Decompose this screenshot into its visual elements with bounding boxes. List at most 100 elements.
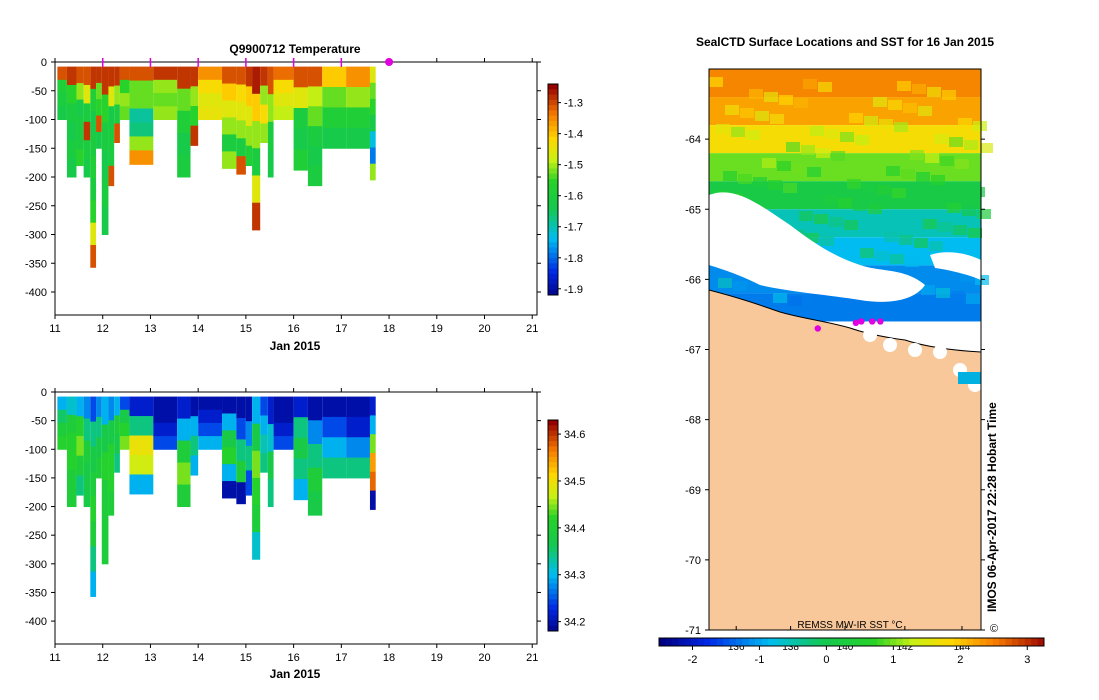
profile-cell xyxy=(307,66,323,87)
profile-cell xyxy=(369,471,376,492)
profile-cell xyxy=(83,440,91,464)
profile-cell xyxy=(57,79,67,94)
colorbar-segment xyxy=(548,131,558,138)
sst-pixel xyxy=(923,219,937,229)
profile-column xyxy=(307,396,323,516)
profile-cell xyxy=(108,491,115,516)
profile-cell xyxy=(66,66,77,86)
profile-cell xyxy=(245,106,253,127)
profile-cell xyxy=(96,82,102,100)
profile-cell xyxy=(101,480,109,509)
profile-cell xyxy=(346,437,370,459)
sst-colorbar-segment xyxy=(665,638,673,646)
colorbar-segment xyxy=(548,142,558,148)
sst-pixel xyxy=(855,135,869,145)
profile-cell xyxy=(101,535,109,565)
profile-cell xyxy=(236,102,246,121)
x-tick-label: 12 xyxy=(97,652,109,664)
profile-cell xyxy=(267,94,274,123)
sst-pixel xyxy=(829,217,843,227)
colorbar-segment xyxy=(548,236,558,243)
profile-column xyxy=(177,66,191,178)
coastal-ice xyxy=(908,343,922,357)
profile-cell xyxy=(267,149,274,178)
profile-column xyxy=(108,396,115,516)
sst-pixel xyxy=(755,111,769,121)
profile-cell xyxy=(307,444,323,469)
colorbar-segment xyxy=(548,147,558,154)
y-tick-label: -400 xyxy=(25,616,47,628)
profile-cell xyxy=(293,108,308,130)
profile-column xyxy=(245,396,253,496)
profile-cell xyxy=(177,440,191,464)
sst-colorbar-segment xyxy=(851,638,859,646)
profile-cell xyxy=(101,122,109,152)
profile-column xyxy=(346,396,370,479)
profile-cell xyxy=(114,123,120,143)
profile-column xyxy=(307,66,323,187)
sst-colorbar-segment xyxy=(671,638,679,646)
sst-colorbar: -2 -1 0 1 2 3 xyxy=(658,637,1045,666)
profile-cell xyxy=(198,106,223,120)
colorbar-segment xyxy=(548,446,558,453)
colorbar-tick-label: -1.9 xyxy=(564,284,583,296)
colorbar-segment xyxy=(548,194,558,201)
x-tick-label: 14 xyxy=(192,652,204,664)
colorbar-segment xyxy=(548,173,558,180)
profile-cell xyxy=(307,126,323,147)
profile-column xyxy=(76,66,84,166)
sst-colorbar-segment xyxy=(909,638,917,646)
sst-pixel xyxy=(962,206,976,216)
profile-cell xyxy=(267,424,274,453)
sst-pixel xyxy=(942,90,956,100)
sst-colorbar-segment xyxy=(1005,638,1013,646)
profile-cell xyxy=(177,154,191,178)
colorbar-segment xyxy=(548,615,558,621)
sst-colorbar-segment xyxy=(1037,638,1045,646)
profile-column xyxy=(198,396,223,450)
profile-cell xyxy=(252,93,261,122)
profile-column xyxy=(129,66,154,165)
sst-colorbar-segment xyxy=(755,638,763,646)
profile-cell xyxy=(153,396,178,411)
colorbar-segment xyxy=(548,221,558,227)
profile-cell xyxy=(260,85,268,106)
colorbar-segment xyxy=(548,609,558,616)
sst-pixel xyxy=(794,98,808,108)
profile-cell xyxy=(222,464,237,482)
profile-cell xyxy=(346,66,370,88)
colorbar-segment xyxy=(548,184,558,190)
x-tick-label: 16 xyxy=(287,652,299,664)
profile-cell xyxy=(252,148,261,176)
colorbar-segment xyxy=(548,530,558,537)
colorbar-segment xyxy=(548,520,558,526)
profile-cell xyxy=(236,396,246,419)
sst-pixel xyxy=(975,275,989,285)
sst-colorbar-segment xyxy=(697,638,705,646)
profile-cell xyxy=(369,490,376,510)
colorbar-segment xyxy=(548,493,558,500)
y-tick-label: 0 xyxy=(41,57,47,69)
profile-column xyxy=(66,66,77,178)
sst-colorbar-segment xyxy=(1024,638,1032,646)
colorbar-segment xyxy=(548,472,558,479)
profile-cell xyxy=(129,80,154,96)
colorbar-segment xyxy=(548,599,558,606)
sst-pixel xyxy=(960,272,974,282)
profile-cell xyxy=(273,409,294,424)
profile-cell xyxy=(260,415,268,435)
sst-pixel xyxy=(890,254,904,264)
y-tick-label: -350 xyxy=(25,258,47,270)
profile-cell xyxy=(222,481,237,499)
profile-cell xyxy=(245,470,253,496)
profile-cell xyxy=(66,140,77,160)
sst-colorbar-tick-label: -1 xyxy=(755,654,765,666)
colorbar-segment xyxy=(548,268,558,275)
profile-column xyxy=(190,66,199,146)
profile-column xyxy=(267,396,274,508)
profile-cell xyxy=(90,178,97,201)
lat-tick-label: -65 xyxy=(685,204,701,216)
sst-pixel xyxy=(916,172,930,182)
profile-cell xyxy=(369,396,376,416)
colorbar-frame xyxy=(547,83,559,296)
